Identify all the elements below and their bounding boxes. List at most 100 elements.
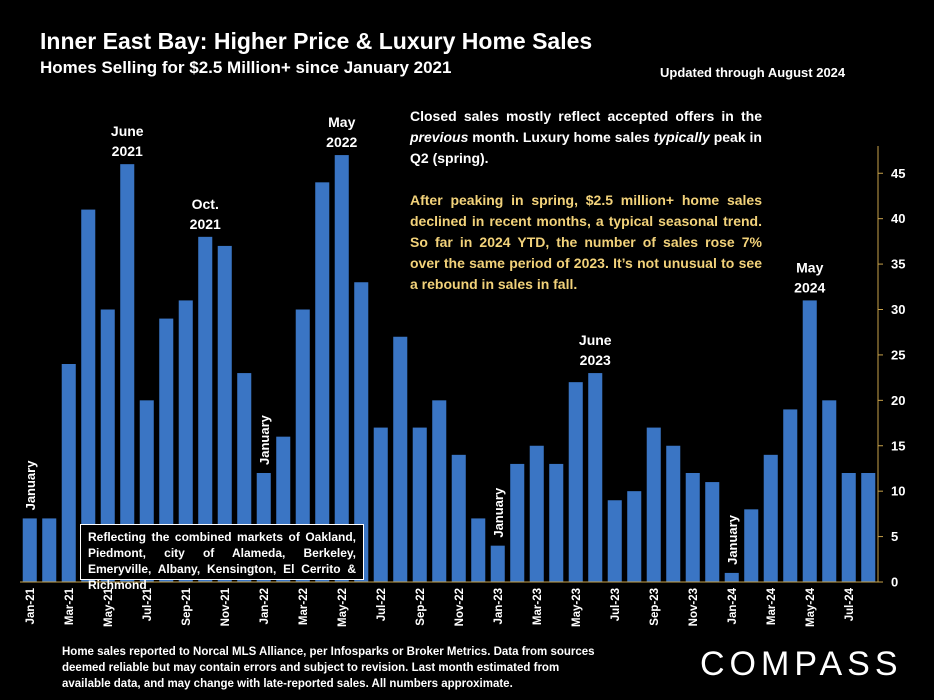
x-tick-label: Jul-21 [142, 587, 154, 621]
y-tick-label: 5 [891, 529, 898, 544]
y-tick-label: 0 [891, 575, 898, 590]
bar-Oct-23 [666, 445, 681, 582]
x-tick-label: Mar-21 [64, 587, 76, 625]
x-tick-label: Jan-21 [25, 587, 37, 624]
bar-Feb-24 [744, 509, 759, 582]
x-tick-label: Sep-21 [181, 587, 193, 625]
annotation-label: 2022 [326, 134, 357, 150]
bar-Mar-24 [763, 454, 778, 582]
bar-Mar-22 [295, 309, 310, 582]
annotation-label: January [725, 514, 740, 565]
bar-Jul-22 [373, 427, 388, 582]
x-tick-label: May-23 [571, 588, 583, 627]
annotation-label: January [257, 414, 272, 465]
annotation-label: January [23, 460, 38, 511]
source-footnote: Home sales reported to Norcal MLS Allian… [62, 646, 595, 690]
bar-Feb-23 [510, 463, 525, 582]
bar-Jul-23 [607, 500, 622, 582]
bar-Jun-23 [588, 373, 603, 582]
x-tick-label: Jul-24 [844, 587, 856, 621]
bar-Feb-21 [42, 518, 57, 582]
y-tick-label: 45 [891, 166, 905, 181]
commentary-emphasis: typically [653, 129, 710, 145]
y-tick-label: 40 [891, 211, 905, 226]
annotation-label: 2023 [580, 352, 611, 368]
bar-Jan-23 [490, 545, 505, 582]
annotation-label: Oct. [192, 196, 219, 212]
bar-Jun-24 [822, 400, 837, 582]
x-tick-label: May-21 [103, 587, 115, 627]
page-title: Inner East Bay: Higher Price & Luxury Ho… [40, 28, 593, 54]
x-tick-label: May-24 [805, 587, 817, 627]
annotation-label: January [491, 487, 506, 538]
bar-Dec-23 [705, 482, 720, 582]
x-tick-label: Jan-22 [259, 588, 271, 624]
bar-May-23 [568, 382, 583, 582]
bar-Jan-21 [22, 518, 37, 582]
bar-Mar-21 [61, 364, 76, 582]
commentary-text: peak in Q2 (spring). [410, 129, 762, 166]
annotation-label: May [328, 114, 355, 130]
bar-Jul-24 [841, 473, 856, 582]
bar-Aug-23 [627, 491, 642, 582]
bar-May-22 [334, 155, 349, 583]
y-tick-label: 10 [891, 484, 905, 499]
y-tick-label: 30 [891, 302, 905, 317]
x-tick-label: May-22 [337, 588, 349, 627]
annotation-label: June [111, 123, 144, 139]
x-tick-label: Mar-23 [532, 588, 544, 625]
x-tick-label: Nov-21 [220, 587, 232, 626]
x-tick-label: Mar-22 [298, 588, 310, 625]
bar-May-24 [802, 300, 817, 582]
y-tick-label: 25 [891, 347, 905, 362]
bar-May-21 [100, 309, 115, 582]
y-tick-label: 15 [891, 438, 905, 453]
bar-Nov-23 [685, 473, 700, 582]
y-tick-label: 35 [891, 257, 905, 272]
bar-Sep-21 [178, 300, 193, 582]
bar-Mar-23 [529, 445, 544, 582]
commentary-emphasis: previous [410, 129, 469, 145]
annotation-label: 2021 [112, 143, 143, 159]
annotation-label: May [796, 259, 823, 275]
annotation-label: 2024 [794, 279, 825, 295]
commentary-text: month. Luxury home sales [468, 129, 654, 145]
x-tick-label: Mar-24 [766, 587, 778, 625]
bar-Oct-21 [198, 236, 213, 583]
x-tick-label: Jan-23 [493, 588, 505, 624]
y-tick-label: 20 [891, 393, 905, 408]
bar-Apr-21 [81, 209, 96, 583]
updated-label: Updated through August 2024 [660, 65, 846, 80]
bar-Nov-22 [451, 454, 466, 582]
bar-Aug-21 [159, 318, 174, 582]
commentary-paragraph-1: Closed sales mostly reflect accepted off… [410, 106, 762, 169]
x-tick-label: Jul-22 [376, 588, 388, 621]
bar-Jun-21 [120, 164, 135, 582]
markets-box: Reflecting the combined markets of Oakla… [80, 524, 364, 592]
bar-Sep-22 [412, 427, 427, 582]
bar-Nov-21 [217, 245, 232, 582]
bar-Apr-24 [783, 409, 798, 582]
compass-logo: COMPASS [700, 645, 903, 683]
commentary-text: Closed sales mostly reflect accepted off… [410, 108, 762, 124]
x-tick-label: Nov-23 [688, 588, 700, 626]
x-tick-label: Sep-23 [649, 588, 661, 626]
bar-Apr-22 [315, 182, 330, 583]
x-tick-label: Sep-22 [415, 588, 427, 626]
bar-Aug-22 [393, 336, 408, 582]
bar-Oct-22 [432, 400, 447, 582]
commentary-paragraph-2: After peaking in spring, $2.5 million+ h… [410, 192, 762, 292]
chart-commentary: Closed sales mostly reflect accepted off… [410, 106, 762, 295]
bar-Dec-22 [471, 518, 486, 582]
bar-Sep-23 [646, 427, 661, 582]
x-tick-label: Jan-24 [727, 587, 739, 624]
annotation-label: 2021 [190, 216, 221, 232]
bar-Jun-22 [354, 282, 369, 582]
annotation-label: June [579, 332, 612, 348]
bar-Aug-24 [861, 473, 876, 582]
x-tick-label: Nov-22 [454, 588, 466, 626]
x-tick-label: Jul-23 [610, 588, 622, 621]
bar-Jan-24 [724, 572, 739, 582]
page-subtitle: Homes Selling for $2.5 Million+ since Ja… [40, 58, 452, 77]
